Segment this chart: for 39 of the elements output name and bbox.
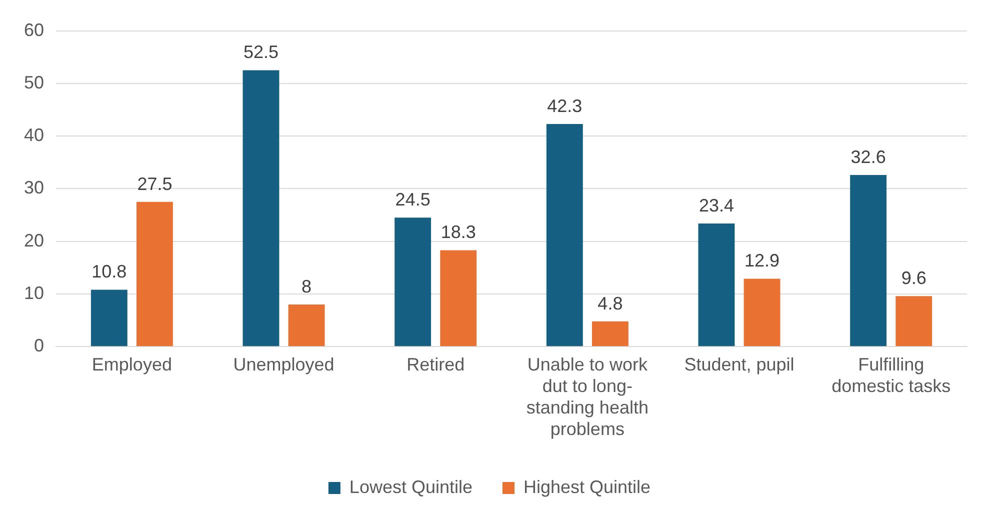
data-label: 24.5 [395,190,430,210]
legend-label: Lowest Quintile [349,476,473,497]
y-tick-label: 0 [34,336,44,356]
data-label: 23.4 [698,195,734,216]
bar [850,175,887,346]
y-tick-label: 20 [24,230,44,250]
y-tick-label: 40 [24,125,44,146]
x-tick-label: Employed [92,354,172,374]
bar [288,304,325,346]
data-label: 4.8 [598,293,623,314]
x-tick-label: Student, pupil [684,354,794,374]
y-tick-label: 30 [24,178,44,198]
bar [440,250,477,346]
x-tick-label: Unable to work dut to long-standing health problems [526,354,648,440]
x-tick-label: Unemployed [233,354,334,374]
bar [394,218,432,346]
data-label: 10.8 [92,262,127,282]
data-label: 52.5 [243,42,279,62]
data-label: 27.5 [137,174,172,194]
bar [592,321,628,346]
data-label: 9.6 [901,268,926,288]
bar [242,70,280,346]
data-label: 32.6 [850,146,886,167]
y-tick-label: 10 [24,282,44,303]
x-tick-label: Retired [406,354,465,374]
data-label: 18.3 [440,222,476,242]
data-label: 12.9 [744,250,780,271]
y-tick-label: 50 [24,72,44,92]
legend-label: Highest Quintile [524,476,651,497]
y-tick-label: 60 [24,20,44,40]
bar [90,290,128,346]
bar [896,296,932,346]
bar [744,278,780,346]
data-label: 42.3 [547,96,582,116]
data-label: 8 [302,276,312,296]
x-tick-label: Fulfilling domestic tasks [832,354,951,396]
bar [546,124,583,346]
bar [136,202,173,346]
bar [698,223,735,346]
